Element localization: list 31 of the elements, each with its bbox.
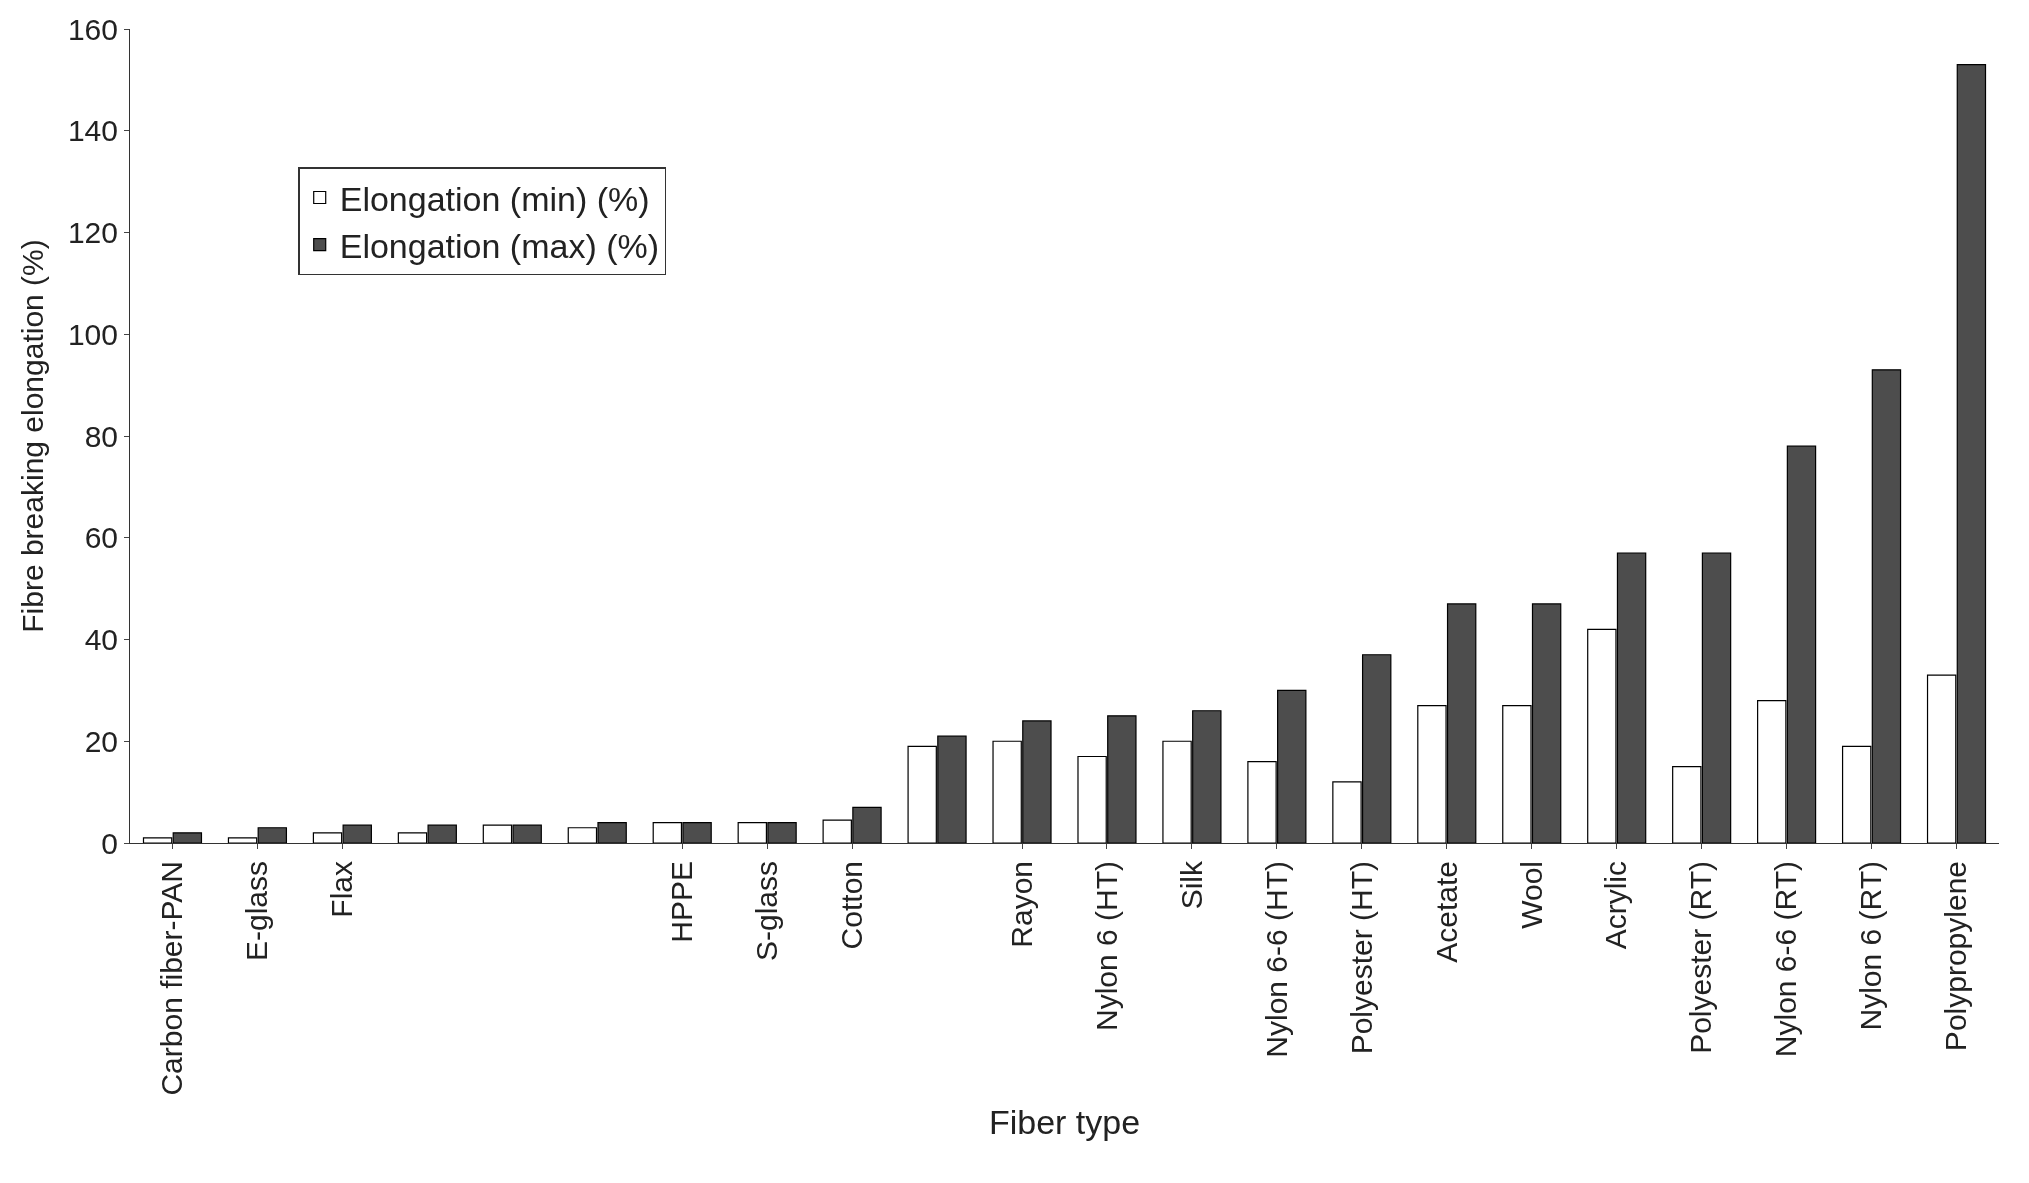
x-tick-label: Acetate	[1429, 861, 1463, 963]
x-tick-label: Carbon fiber-PAN	[155, 861, 189, 1096]
y-tick-label: 0	[101, 826, 118, 860]
x-tick-label: S-glass	[749, 861, 783, 962]
x-tick-label: Nylon 6 (HT)	[1089, 861, 1123, 1032]
x-tick-label: Polyester (HT)	[1344, 861, 1378, 1055]
y-tick-label: 160	[67, 12, 118, 46]
x-tick-label: Nylon 6-6 (RT)	[1769, 861, 1803, 1058]
x-tick-label: Nylon 6-6 (HT)	[1259, 861, 1293, 1058]
legend-label: Elongation (max) (%)	[339, 226, 660, 265]
x-tick-label: HPPE	[664, 861, 698, 943]
x-tick-label: Nylon 6 (RT)	[1854, 861, 1888, 1031]
y-tick-label: 140	[67, 114, 118, 148]
x-tick-label: Rayon	[1004, 861, 1038, 948]
x-tick-label: Polyester (RT)	[1684, 861, 1718, 1054]
x-tick-label: Silk	[1174, 860, 1208, 910]
y-tick-label: 80	[84, 419, 118, 453]
x-tick-label: Wool	[1514, 861, 1548, 929]
legend-label: Elongation (min) (%)	[339, 179, 650, 218]
y-tick-label: 120	[67, 216, 118, 249]
x-axis-title: Fiber type	[988, 1102, 1141, 1141]
y-tick-label: 40	[84, 623, 118, 656]
y-tick-label: 100	[67, 317, 118, 351]
x-tick-label: Flax	[325, 861, 359, 918]
y-tick-label: 20	[84, 724, 118, 758]
y-axis-title: Fibre breaking elongation (%)	[15, 239, 49, 633]
y-tick-label: 60	[84, 521, 118, 555]
x-tick-label: Cotton	[834, 861, 868, 950]
x-tick-label: E-glass	[240, 861, 274, 962]
x-tick-label: Acrylic	[1599, 861, 1633, 950]
x-tick-label: Polypropylene	[1939, 861, 1973, 1052]
